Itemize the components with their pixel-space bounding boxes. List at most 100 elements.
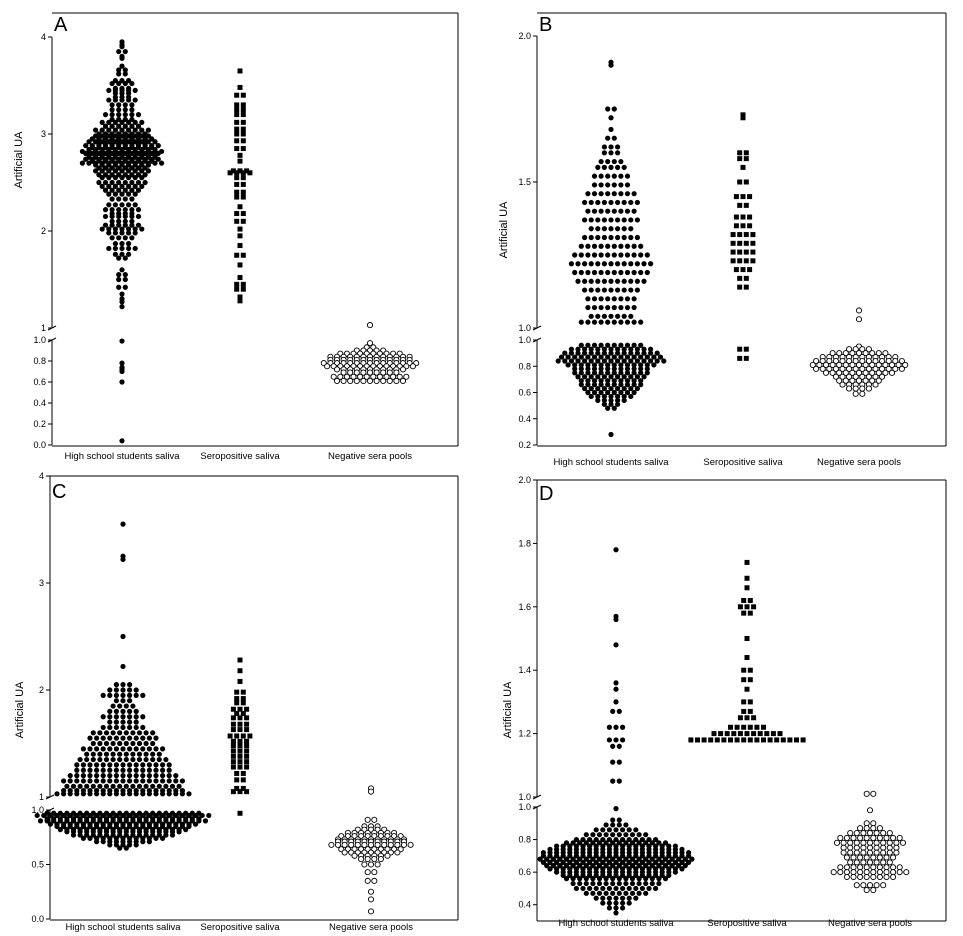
data-point-open-circle [846, 365, 853, 372]
y-tick-label: 1.0 [518, 335, 531, 345]
data-point-square [237, 748, 243, 754]
data-point-filled-circle [112, 127, 118, 133]
data-point-square [234, 252, 240, 258]
data-point-filled-circle [570, 856, 576, 862]
data-point-filled-circle [100, 812, 106, 819]
data-point-filled-circle [153, 773, 159, 779]
data-point-filled-circle [67, 778, 73, 784]
data-point-filled-circle [649, 876, 655, 882]
data-point-open-circle [893, 849, 900, 856]
data-point-filled-circle [173, 823, 179, 829]
data-point-filled-circle [103, 783, 110, 789]
data-point-filled-circle [689, 856, 695, 862]
data-point-filled-circle [80, 791, 86, 797]
data-point-filled-circle [624, 342, 631, 348]
data-point-filled-circle [119, 241, 125, 247]
data-point-filled-circle [122, 102, 128, 108]
data-point-open-circle [855, 307, 863, 314]
data-point-square [770, 731, 776, 737]
data-point-filled-circle [585, 319, 591, 325]
data-point-filled-circle [186, 812, 192, 819]
category-label: Negative sera pools [817, 457, 901, 468]
data-point-square [733, 214, 739, 220]
data-point-square [737, 258, 743, 264]
data-point-filled-circle [596, 863, 603, 869]
data-point-square [734, 737, 740, 743]
data-point-filled-circle [620, 895, 626, 901]
data-point-filled-circle [130, 730, 136, 736]
data-point-filled-circle [51, 818, 57, 824]
data-point-filled-circle [140, 778, 146, 784]
data-point-filled-circle [626, 885, 632, 892]
data-point-filled-circle [582, 385, 588, 392]
data-point-open-circle [859, 373, 866, 380]
data-point-square [750, 240, 756, 246]
data-point-filled-circle [84, 818, 90, 824]
data-point-filled-circle [155, 143, 161, 149]
data-point-square [237, 262, 243, 268]
data-point-filled-circle [595, 217, 601, 223]
data-point-open-circle [853, 882, 860, 889]
category-label: Seropositive saliva [703, 457, 783, 468]
data-point-filled-circle [616, 876, 622, 882]
data-point-filled-circle [603, 832, 609, 838]
data-point-filled-circle [624, 378, 631, 384]
data-point-filled-circle [153, 746, 159, 752]
data-point-filled-circle [117, 730, 123, 736]
data-point-filled-circle [103, 730, 110, 736]
data-point-filled-circle [127, 698, 133, 704]
data-point-filled-circle [616, 778, 622, 784]
data-point-filled-circle [146, 735, 152, 741]
data-point-filled-circle [591, 182, 598, 188]
y-tick-label: 1.8 [518, 538, 531, 548]
data-point-open-circle [872, 373, 879, 380]
data-point-filled-circle [611, 252, 617, 258]
data-point-open-circle [859, 385, 866, 392]
data-point-filled-circle [540, 859, 547, 865]
data-point-open-circle [875, 377, 882, 384]
data-point-filled-circle [610, 743, 616, 749]
data-point-filled-circle [107, 842, 113, 848]
data-point-filled-circle [610, 840, 616, 846]
data-point-open-circle [839, 357, 846, 365]
data-point-filled-circle [103, 751, 110, 757]
data-point-filled-circle [119, 379, 125, 385]
data-point-filled-circle [537, 856, 543, 862]
data-point-filled-circle [593, 827, 599, 833]
data-point-filled-circle [117, 740, 123, 747]
data-point-filled-circle [610, 832, 616, 838]
data-point-filled-circle [624, 366, 631, 372]
data-point-square [721, 737, 727, 743]
data-point-filled-circle [100, 762, 106, 768]
data-point-filled-circle [34, 812, 40, 819]
data-point-filled-circle [130, 740, 136, 747]
data-point-filled-circle [578, 243, 584, 249]
data-point-filled-circle [628, 393, 634, 400]
data-point-filled-circle [156, 832, 162, 838]
data-point-open-circle [860, 859, 867, 866]
data-point-open-circle [893, 844, 900, 851]
data-point-open-circle [340, 377, 347, 385]
data-point-filled-circle [613, 699, 619, 705]
data-point-filled-circle [585, 366, 591, 372]
data-point-open-circle [866, 882, 874, 889]
data-point-filled-circle [119, 191, 125, 197]
data-point-filled-circle [605, 269, 611, 276]
data-point-square [240, 711, 246, 717]
data-point-square [240, 785, 246, 791]
data-point-filled-circle [130, 818, 136, 824]
data-point-filled-circle [83, 143, 89, 149]
data-point-filled-circle [676, 863, 682, 869]
data-point-filled-circle [150, 832, 156, 838]
data-point-filled-circle [590, 832, 596, 838]
data-point-filled-circle [631, 389, 637, 396]
data-point-filled-circle [613, 547, 619, 553]
data-point-filled-circle [590, 890, 596, 896]
data-point-open-circle [852, 357, 859, 365]
data-point-square [234, 189, 240, 195]
data-point-square [794, 737, 799, 743]
data-point-filled-circle [608, 278, 614, 284]
data-point-filled-circle [129, 187, 135, 193]
data-point-filled-circle [638, 370, 644, 376]
data-point-filled-circle [113, 778, 119, 784]
